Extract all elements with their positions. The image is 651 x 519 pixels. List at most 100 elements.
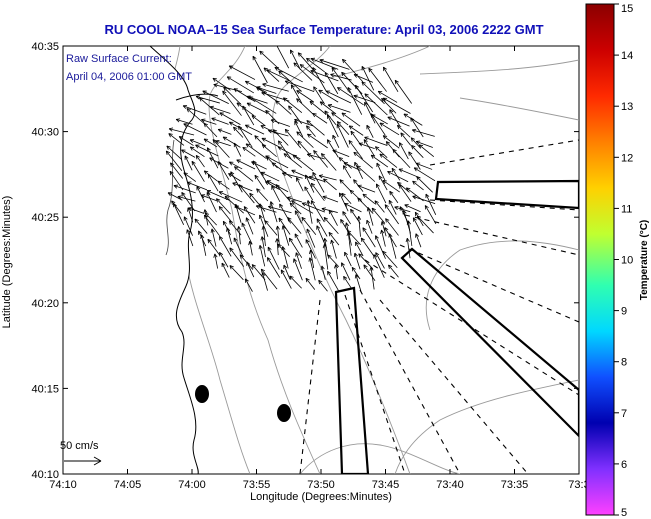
annotation-line-1: Raw Surface Current:	[66, 53, 172, 65]
current-vector-head	[368, 68, 370, 73]
current-vector-head	[289, 237, 293, 241]
current-vector-head	[170, 162, 175, 165]
current-vector-head	[425, 205, 429, 209]
current-vector	[294, 120, 304, 137]
current-vector-head	[313, 150, 318, 153]
current-vector-head	[404, 204, 408, 209]
current-vector-head	[353, 253, 356, 258]
current-vector-head	[308, 250, 311, 255]
current-vector-head	[268, 206, 272, 210]
current-vector-head	[259, 50, 262, 55]
current-vector-head	[316, 218, 321, 222]
current-vector-head	[306, 58, 309, 63]
current-vector-head	[411, 129, 416, 133]
current-vector-head	[341, 112, 346, 115]
current-vector-head	[398, 184, 401, 189]
current-vector	[335, 264, 339, 280]
current-vector-head	[373, 254, 378, 258]
current-vector	[207, 174, 219, 192]
current-vector	[354, 162, 364, 180]
current-vector	[407, 220, 413, 246]
current-vector-head	[312, 67, 317, 71]
current-vector-head	[264, 220, 267, 225]
annotation-line-2: April 04, 2006 01:00 GMT	[66, 71, 192, 83]
current-vector-head	[248, 96, 252, 101]
current-vector-head	[347, 231, 351, 236]
current-vector-head	[212, 139, 217, 142]
current-vector-head	[361, 237, 365, 241]
current-vector-head	[296, 98, 299, 103]
current-vector	[267, 257, 281, 278]
current-vector-head	[194, 218, 197, 223]
current-vector	[294, 210, 303, 224]
current-vector-head	[354, 161, 359, 166]
current-vector	[349, 189, 363, 202]
current-vector-head	[362, 193, 366, 198]
current-vector	[358, 142, 375, 150]
current-vector	[294, 233, 303, 248]
current-vector-head	[219, 236, 223, 239]
current-vector	[321, 265, 326, 280]
current-vector-head	[269, 201, 272, 206]
current-vector-head	[285, 128, 290, 132]
current-vector-head	[376, 162, 381, 166]
current-vector-head	[410, 117, 415, 121]
current-vector-head	[323, 217, 326, 222]
current-vector-head	[199, 97, 204, 100]
current-vector	[364, 136, 388, 146]
current-vector-head	[207, 238, 212, 242]
current-vector	[283, 97, 303, 113]
current-vector	[187, 181, 208, 191]
current-vector	[392, 148, 411, 169]
current-vector-head	[330, 74, 334, 78]
current-vector	[266, 156, 278, 169]
current-vector-head	[251, 264, 254, 269]
current-vector	[282, 246, 289, 269]
current-vector-head	[306, 228, 311, 232]
current-vector-head	[371, 154, 376, 157]
current-vector	[370, 266, 375, 290]
current-vector	[289, 275, 302, 289]
current-vector-head	[392, 149, 395, 154]
current-vector-head	[208, 173, 212, 177]
current-vector-head	[249, 192, 254, 196]
current-vector-head	[271, 162, 275, 167]
x-tick-label: 73:50	[307, 479, 335, 491]
current-vector-head	[320, 101, 325, 103]
current-vector	[325, 90, 352, 104]
current-vector-head	[259, 50, 264, 53]
current-vector	[376, 183, 387, 204]
x-tick-label: 74:10	[49, 479, 77, 491]
current-vector	[293, 258, 303, 281]
current-vector-head	[281, 246, 283, 251]
current-vector-head	[366, 219, 371, 224]
current-vector-head	[306, 120, 309, 125]
current-vector	[373, 254, 385, 278]
current-vector-head	[338, 157, 343, 159]
current-vector-head	[273, 129, 278, 132]
current-vector-head	[277, 146, 281, 151]
coastline	[63, 46, 199, 474]
current-vector	[410, 117, 424, 138]
current-vector	[287, 217, 302, 234]
current-vector	[246, 261, 255, 278]
current-vector-head	[398, 168, 402, 173]
current-vector	[347, 230, 361, 246]
current-vector	[236, 102, 255, 116]
current-vector	[312, 67, 327, 93]
current-vector	[375, 252, 385, 269]
current-vector	[186, 108, 207, 126]
current-vector-head	[412, 180, 415, 185]
current-vector-head	[254, 174, 259, 178]
current-vector-head	[216, 198, 221, 201]
current-vector	[216, 198, 231, 215]
current-vector	[222, 136, 241, 148]
current-vector	[355, 274, 362, 293]
current-vector-head	[267, 246, 272, 250]
current-vector	[305, 239, 316, 259]
current-vector-head	[411, 137, 416, 140]
current-vector-head	[382, 250, 387, 254]
current-vector	[319, 59, 350, 70]
current-vector-head	[425, 193, 430, 197]
x-tick-label: 73:3	[568, 479, 589, 491]
